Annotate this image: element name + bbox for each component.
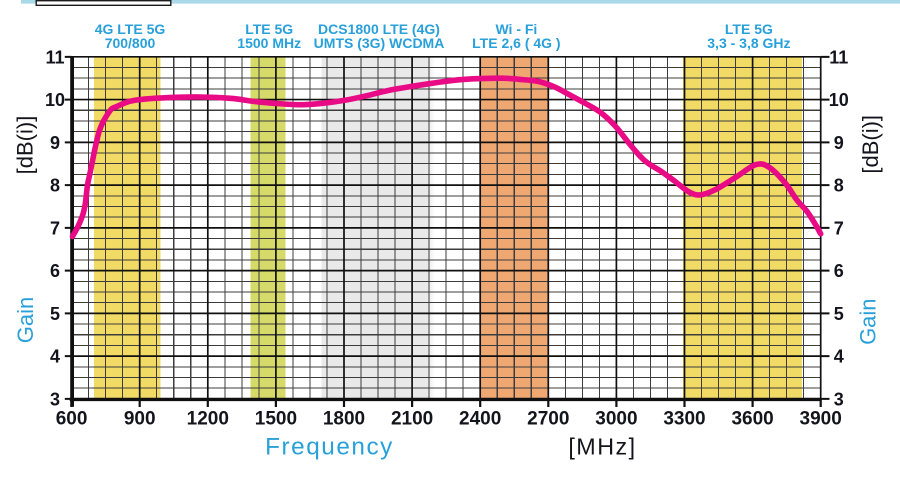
svg-text:3900: 3900	[800, 408, 842, 429]
svg-text:10: 10	[45, 90, 65, 110]
svg-text:3: 3	[50, 389, 60, 409]
svg-text:2700: 2700	[527, 408, 569, 429]
svg-text:900: 900	[124, 408, 156, 429]
svg-text:11: 11	[45, 47, 64, 67]
svg-text:Gain: Gain	[855, 298, 880, 344]
svg-text:700/800: 700/800	[105, 35, 156, 51]
svg-text:4: 4	[50, 347, 60, 367]
svg-text:2400: 2400	[459, 408, 501, 429]
svg-text:[MHz]: [MHz]	[568, 433, 636, 459]
svg-text:5: 5	[50, 304, 60, 324]
svg-text:3,3 - 3,8 GHz: 3,3 - 3,8 GHz	[707, 35, 790, 51]
svg-text:1200: 1200	[187, 408, 229, 429]
svg-text:6: 6	[50, 261, 60, 281]
svg-text:9: 9	[50, 133, 60, 153]
svg-text:6: 6	[834, 261, 844, 281]
svg-text:9: 9	[834, 133, 844, 153]
svg-text:8: 8	[50, 176, 60, 196]
svg-text:[dB(i)]: [dB(i)]	[858, 115, 883, 174]
svg-text:7: 7	[834, 218, 844, 238]
svg-text:UMTS (3G) WCDMA: UMTS (3G) WCDMA	[314, 35, 445, 51]
svg-text:5: 5	[834, 304, 844, 324]
svg-text:10: 10	[829, 90, 849, 110]
svg-text:Frequency: Frequency	[265, 434, 394, 461]
svg-text:2100: 2100	[391, 408, 433, 429]
svg-text:1500 MHz: 1500 MHz	[237, 35, 301, 51]
svg-text:3600: 3600	[731, 408, 773, 429]
svg-text:Gain: Gain	[13, 297, 38, 343]
svg-text:11: 11	[829, 47, 848, 67]
svg-text:3000: 3000	[595, 408, 637, 429]
svg-text:DCS1800 LTE (4G): DCS1800 LTE (4G)	[318, 21, 440, 37]
svg-text:[dB(i)]: [dB(i)]	[12, 116, 37, 175]
svg-text:LTE 5G: LTE 5G	[725, 21, 773, 37]
svg-text:1500: 1500	[255, 408, 297, 429]
svg-text:1800: 1800	[323, 408, 365, 429]
svg-text:4G LTE 5G: 4G LTE 5G	[95, 21, 166, 37]
svg-text:LTE 5G: LTE 5G	[245, 21, 293, 37]
svg-text:4: 4	[834, 347, 844, 367]
svg-text:600: 600	[56, 408, 88, 429]
svg-text:3: 3	[834, 389, 844, 409]
svg-text:7: 7	[50, 218, 60, 238]
svg-text:LTE 2,6 ( 4G ): LTE 2,6 ( 4G )	[472, 35, 560, 51]
svg-text:Wi - Fi: Wi - Fi	[495, 21, 537, 37]
svg-text:3300: 3300	[663, 408, 705, 429]
svg-text:8: 8	[834, 176, 844, 196]
